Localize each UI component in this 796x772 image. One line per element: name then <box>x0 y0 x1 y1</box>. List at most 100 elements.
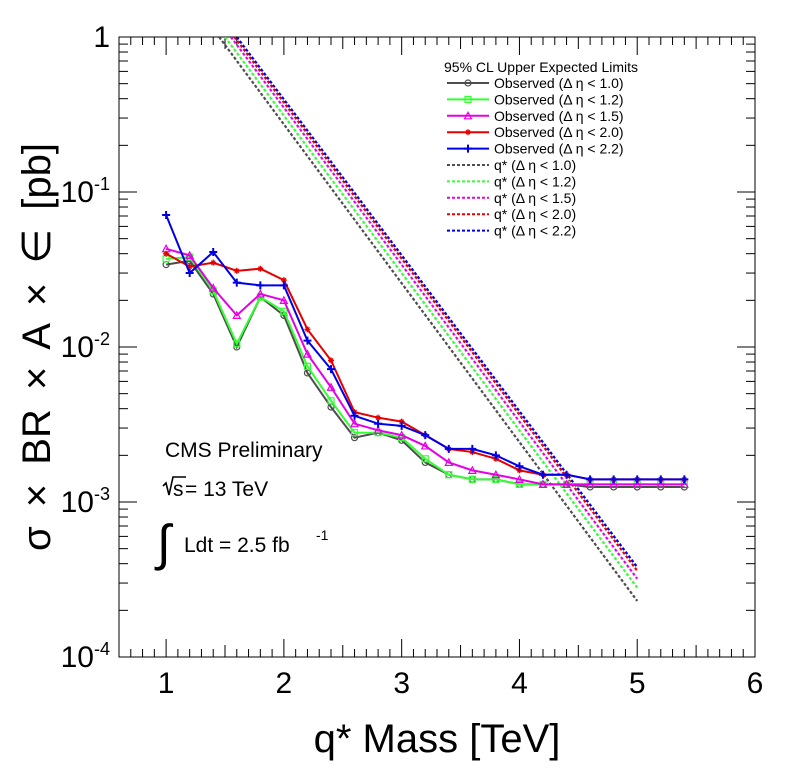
data-point <box>185 250 195 259</box>
data-point <box>373 425 383 434</box>
sqrt-s-text: s <box>173 478 184 501</box>
legend-label: q* (Δ η < 2.2) <box>494 223 576 239</box>
data-point <box>302 349 312 358</box>
data-point <box>233 267 240 274</box>
data-point <box>280 307 288 315</box>
x-tick-label: 1 <box>158 667 175 700</box>
legend-label: q* (Δ η < 1.2) <box>494 173 576 189</box>
data-point <box>633 475 642 484</box>
legend-label: Observed (Δ η < 2.2) <box>494 141 624 157</box>
x-tick-label: 2 <box>276 667 293 700</box>
legend: 95% CL Upper Expected Limits Observed (Δ… <box>444 59 638 239</box>
y-title-times-1: × <box>15 484 59 507</box>
data-point <box>609 475 618 484</box>
data-point <box>632 479 642 488</box>
data-point <box>327 397 335 405</box>
data-point <box>303 336 312 345</box>
data-point <box>374 419 383 428</box>
data-point <box>445 471 453 479</box>
data-point <box>468 444 477 453</box>
y-tick-base: 1 <box>93 21 110 54</box>
data-point <box>279 281 288 290</box>
y-title-a: A <box>15 323 59 350</box>
legend-entry-theory: q* (Δ η < 1.0) <box>447 157 576 173</box>
data-point <box>421 431 430 440</box>
legend-swatch-marker <box>463 111 473 120</box>
energy-text: = 13 TeV <box>185 478 268 501</box>
y-tick-base: 10 <box>61 331 94 364</box>
data-point <box>538 479 548 488</box>
legend-entry-theory: q* (Δ η < 2.2) <box>447 223 576 239</box>
data-point <box>679 479 689 488</box>
data-point <box>586 475 595 484</box>
data-point <box>233 340 241 348</box>
y-tick-exponent: -3 <box>94 484 110 504</box>
observed-curves <box>161 211 689 491</box>
data-point <box>328 357 334 364</box>
data-point <box>680 475 689 484</box>
data-point <box>232 278 241 287</box>
y-tick-label: 10-1 <box>61 174 110 209</box>
y-tick-base: 10 <box>61 176 94 209</box>
data-point <box>539 470 547 479</box>
data-point <box>515 480 524 488</box>
data-point <box>514 474 524 483</box>
y-title-br: BR <box>15 409 59 465</box>
data-point <box>350 418 360 428</box>
data-point <box>350 434 359 442</box>
data-point <box>467 465 477 474</box>
data-point <box>257 265 264 272</box>
data-point <box>256 281 265 290</box>
data-point <box>444 444 453 453</box>
legend-label: q* (Δ η < 2.0) <box>494 206 576 222</box>
observed-series-observed-1-5 <box>161 244 689 488</box>
data-point <box>163 250 170 257</box>
legend-entry-observed: Observed (Δ η < 1.0) <box>447 75 624 91</box>
y-tick-exponent: -2 <box>94 329 110 349</box>
legend-entry-theory: q* (Δ η < 1.5) <box>447 190 576 206</box>
data-point <box>208 283 218 292</box>
annotations: CMS Preliminary s = 13 TeV ∫ Ldt = 2.5 f… <box>154 439 329 571</box>
observed-series-observed-2-2 <box>162 211 689 484</box>
x-tick-label: 6 <box>747 667 764 700</box>
observed-line <box>165 247 685 486</box>
theory-line-q-2-2 <box>235 37 639 568</box>
data-point <box>162 211 171 220</box>
legend-swatch-marker <box>464 95 472 104</box>
data-point <box>186 263 193 270</box>
data-point <box>656 479 666 488</box>
legend-swatch-marker <box>464 79 472 87</box>
legend-label: Observed (Δ η < 1.5) <box>494 108 624 124</box>
data-point <box>420 441 430 450</box>
data-point <box>303 362 312 370</box>
legend-label: Observed (Δ η < 1.0) <box>494 75 624 91</box>
data-point <box>609 479 619 488</box>
theory-line-q-1-0 <box>218 37 639 602</box>
legend-entry-observed: Observed (Δ η < 2.2) <box>447 141 624 157</box>
data-point <box>255 289 265 298</box>
legend-label: Observed (Δ η < 2.0) <box>494 124 624 140</box>
y-tick-label: 10-2 <box>61 329 110 364</box>
x-tick-labels: 1 2 3 4 5 6 <box>158 667 764 700</box>
data-point <box>209 248 218 257</box>
data-point <box>444 457 454 467</box>
data-point <box>491 469 501 479</box>
cms-label: CMS Preliminary <box>165 439 323 462</box>
data-point <box>280 277 287 284</box>
data-point <box>279 295 289 304</box>
data-point <box>468 475 476 483</box>
y-tick-exponent: -4 <box>94 639 110 659</box>
data-point <box>562 479 572 488</box>
lumi-label: ∫ Ldt = 2.5 fb -1 <box>154 515 329 571</box>
data-point <box>304 326 311 333</box>
data-point <box>397 421 406 430</box>
axis-ticks <box>118 36 756 658</box>
data-point <box>562 470 571 479</box>
energy-label: s = 13 TeV <box>162 476 268 501</box>
y-title-unit: [pb] <box>15 143 59 210</box>
data-point <box>326 382 336 391</box>
y-tick-labels: 10 -4 10 -3 10-2 10-1 1 <box>61 21 110 674</box>
legend-label: q* (Δ η < 1.0) <box>494 157 576 173</box>
data-point <box>375 414 382 421</box>
